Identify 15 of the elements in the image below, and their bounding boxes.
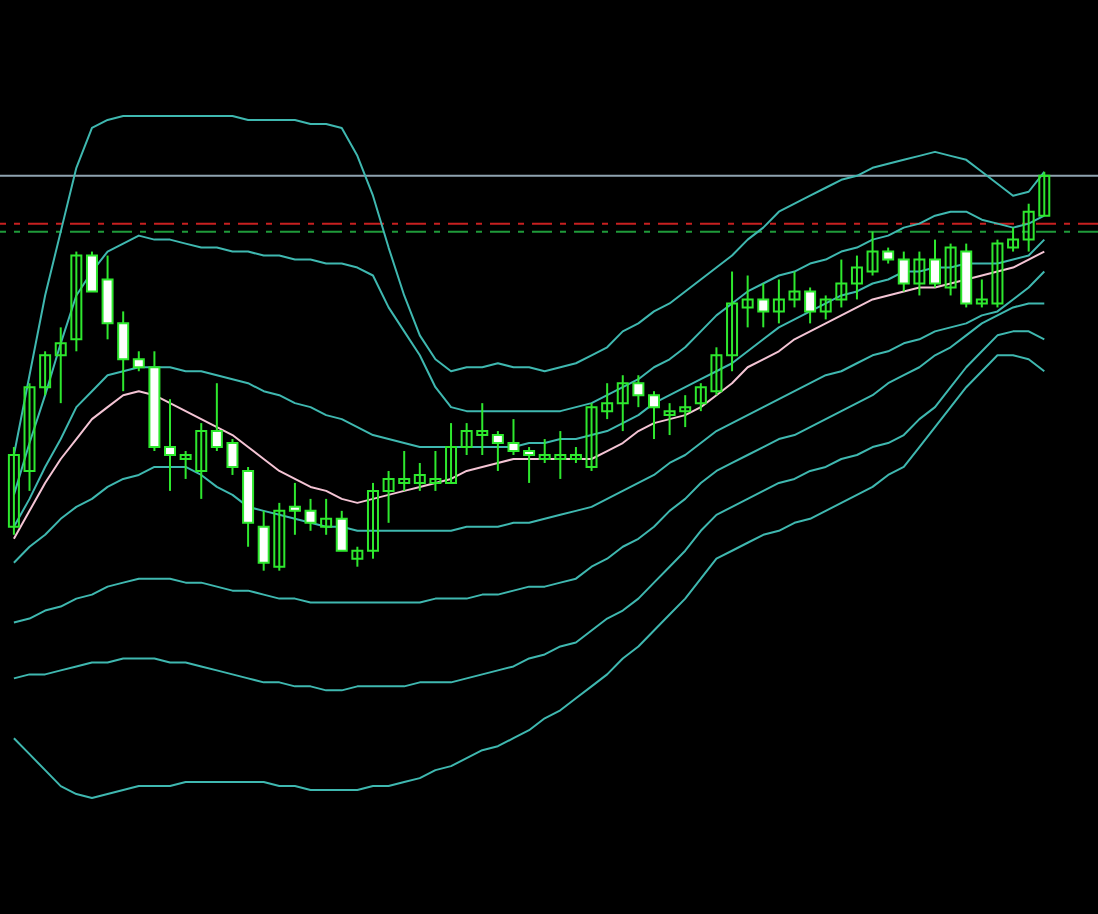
candlestick	[929, 238, 941, 289]
candlestick	[523, 446, 536, 484]
candlestick	[850, 254, 863, 301]
candlestick	[7, 446, 20, 536]
candlestick	[445, 422, 458, 484]
candlestick	[726, 270, 739, 373]
candlestick	[647, 390, 660, 441]
candlestick	[54, 326, 67, 405]
candlestick	[164, 398, 177, 492]
candlestick	[288, 481, 301, 536]
candlestick	[1007, 226, 1020, 253]
candlestick	[85, 250, 98, 293]
candlestick	[366, 481, 379, 560]
candlestick	[804, 286, 817, 325]
candlestick	[70, 250, 83, 353]
